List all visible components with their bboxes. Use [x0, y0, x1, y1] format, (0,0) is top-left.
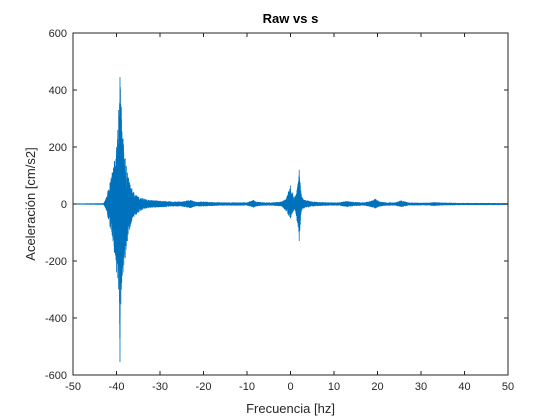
x-tick-label: -10: [239, 381, 255, 393]
x-tick-label: -20: [196, 381, 212, 393]
chart-title: Raw vs s: [263, 11, 319, 26]
y-tick-label: 400: [49, 85, 67, 97]
x-tick-label: 20: [371, 381, 383, 393]
x-tick-label: 0: [287, 381, 293, 393]
y-tick-label: 600: [49, 28, 67, 40]
y-tick-label: -200: [45, 256, 67, 268]
x-tick-label: -30: [152, 381, 168, 393]
y-tick-label: 200: [49, 142, 67, 154]
x-tick-label: -40: [109, 381, 125, 393]
y-tick-label: 0: [61, 199, 67, 211]
x-tick-label: 30: [415, 381, 427, 393]
x-tick-label: 10: [328, 381, 340, 393]
series-layer: [72, 77, 509, 363]
y-tick-label: -600: [45, 370, 67, 382]
axes-box: [72, 32, 509, 376]
x-tick-label: -50: [65, 381, 81, 393]
y-tick-label: -400: [45, 313, 67, 325]
x-axis-title: Frecuencia [hz]: [246, 401, 335, 416]
x-tick-label: 40: [458, 381, 470, 393]
x-tick-label: 50: [502, 381, 514, 393]
y-axis-title: Aceleración [cm/s2]: [23, 147, 38, 260]
